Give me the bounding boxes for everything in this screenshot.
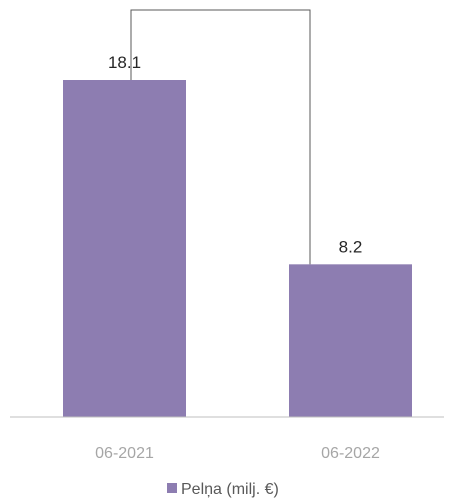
connector-line xyxy=(130,9,311,265)
data-label-06-2021: 18.1 xyxy=(108,53,141,72)
legend: Pelņa (milj. €) xyxy=(167,481,279,498)
bar-06-2021 xyxy=(63,80,186,417)
legend-label: Pelņa (milj. €) xyxy=(181,481,279,498)
x-tick-labels-layer: 06-2021 06-2022 xyxy=(95,445,380,462)
x-tick-label-06-2021: 06-2021 xyxy=(95,445,154,462)
bar-06-2022 xyxy=(289,264,412,417)
data-labels-layer: 18.1 8.2 xyxy=(108,53,362,256)
bars-layer xyxy=(63,80,412,417)
data-label-06-2022: 8.2 xyxy=(339,237,363,256)
x-tick-label-06-2022: 06-2022 xyxy=(321,445,380,462)
legend-swatch xyxy=(167,483,177,493)
connector-layer xyxy=(130,9,311,265)
